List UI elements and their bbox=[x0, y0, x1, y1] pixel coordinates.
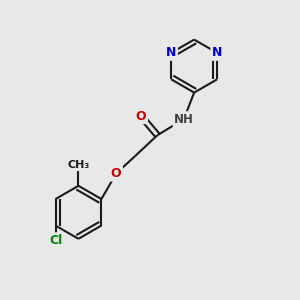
Text: CH₃: CH₃ bbox=[67, 160, 90, 170]
Text: Cl: Cl bbox=[49, 234, 62, 247]
Text: N: N bbox=[166, 46, 176, 59]
Text: NH: NH bbox=[174, 112, 194, 126]
Text: O: O bbox=[111, 167, 122, 180]
Text: O: O bbox=[136, 110, 146, 123]
Text: N: N bbox=[212, 46, 222, 59]
